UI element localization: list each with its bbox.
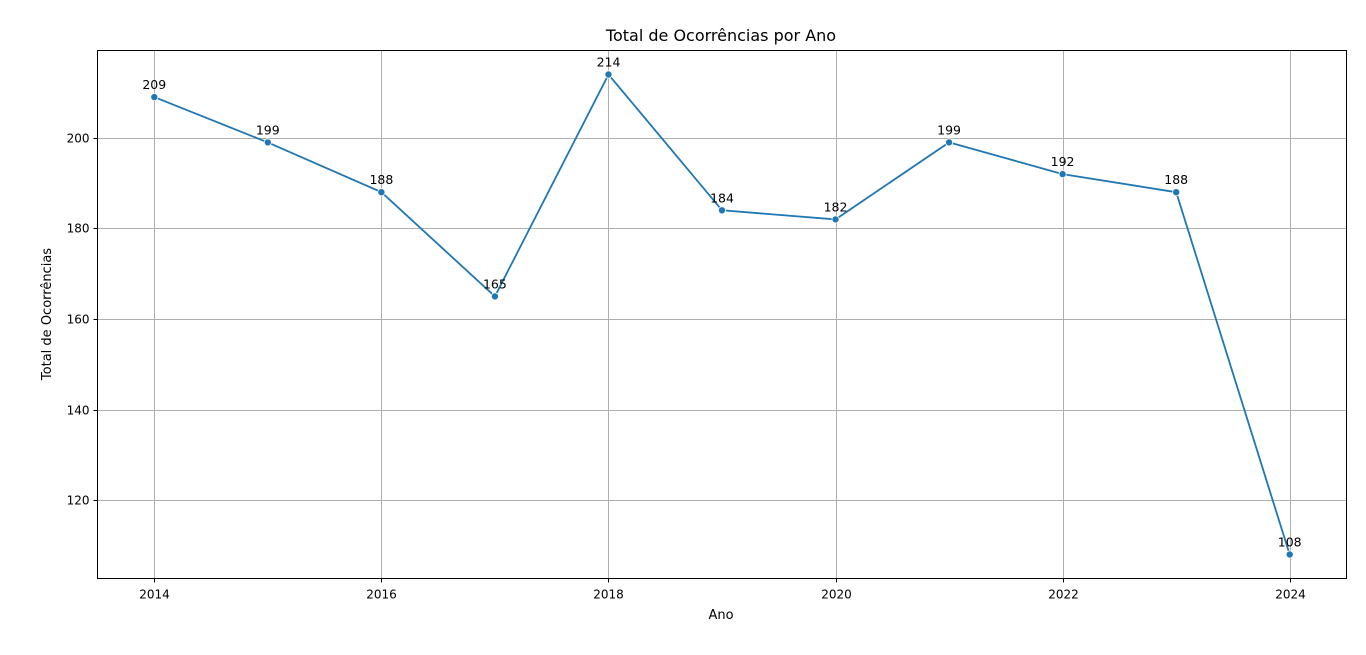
data-label: 199 [937,122,961,137]
y-tick-label: 180 [67,222,90,236]
x-tick-label: 2014 [139,588,170,602]
data-point [150,93,159,102]
grid [97,50,1347,579]
data-label: 182 [824,199,848,214]
y-tick-label: 160 [67,313,90,327]
x-tick-label: 2016 [366,588,397,602]
x-tick-label: 2024 [1275,588,1306,602]
data-label: 199 [256,122,280,137]
data-point [490,292,499,301]
y-tick-label: 140 [67,404,90,418]
data-point [831,215,840,224]
axis-ticks: 2014 2016 2018 2020 2022 2024 120 140 160 180 200 [67,132,1306,602]
y-tick-label: 200 [67,132,90,146]
data-label: 214 [597,55,621,70]
series: 209 199 188 165 214 184 182 199 192 188 108 [142,55,1302,559]
data-point [604,70,613,79]
series-line [153,72,1291,555]
data-point [263,138,272,147]
data-point [718,206,727,215]
plot-frame [97,50,1347,579]
x-axis-label: Ano [708,608,733,623]
x-tick-label: 2018 [593,588,624,602]
chart-title: Total de Ocorrências por Ano [605,26,836,45]
x-tick-label: 2020 [821,588,852,602]
data-point [945,138,954,147]
data-point [377,188,386,197]
y-axis-label: Total de Ocorrências [40,248,55,381]
y-tick-label: 120 [67,494,90,508]
data-label: 209 [142,77,166,92]
data-label: 188 [1164,172,1188,187]
data-label: 184 [710,190,734,205]
data-point [1058,170,1067,179]
data-label: 188 [369,172,393,187]
data-label: 192 [1051,154,1075,169]
data-label: 165 [483,276,507,291]
data-label: 108 [1278,535,1302,550]
x-tick-label: 2022 [1048,588,1079,602]
data-point [1285,550,1294,559]
data-point [1172,188,1181,197]
